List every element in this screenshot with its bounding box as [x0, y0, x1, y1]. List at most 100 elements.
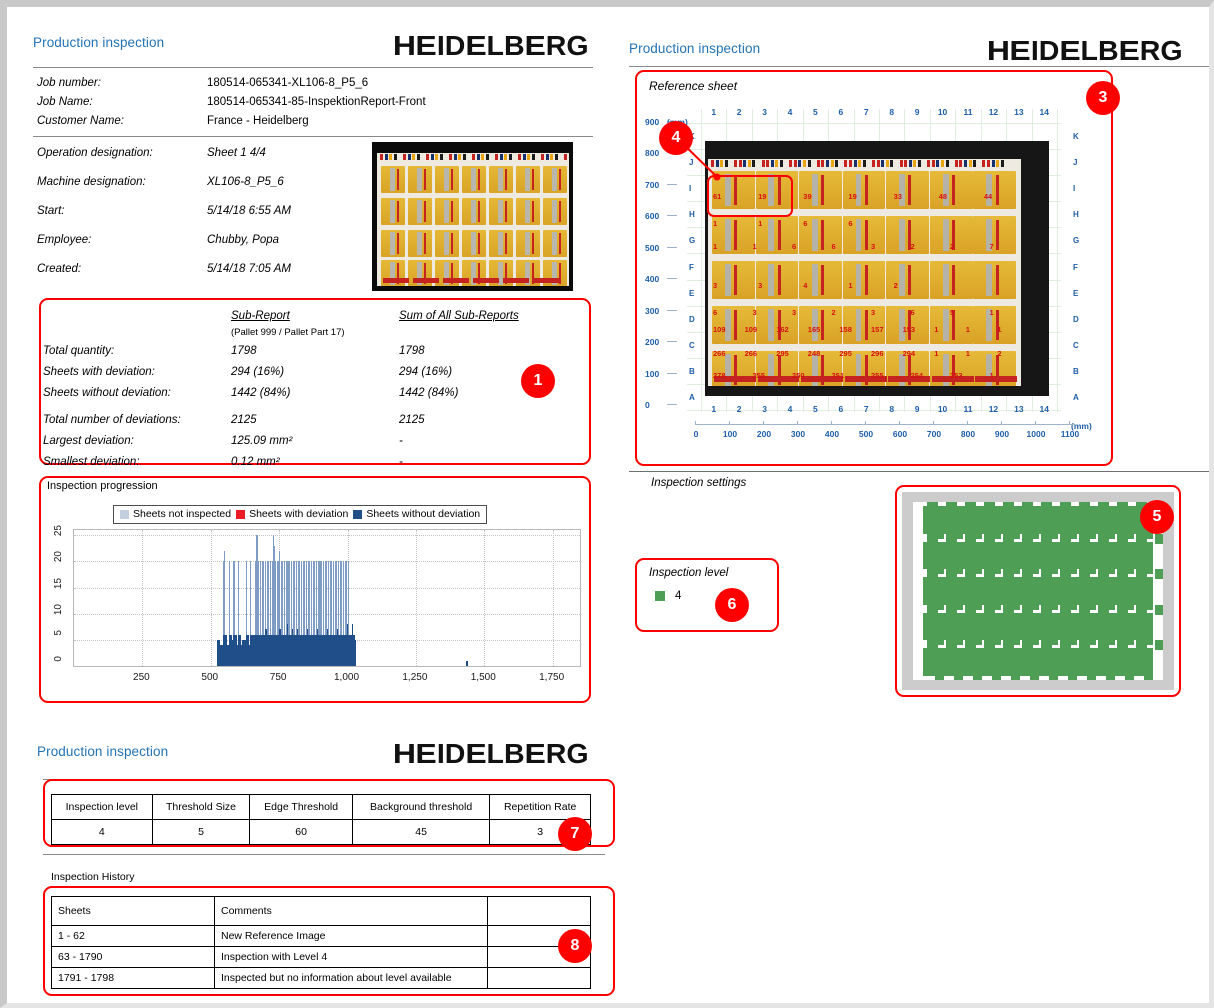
chart-bar-base [220, 645, 224, 666]
layout-tooth [1003, 640, 1014, 651]
reference-row-label-left: A [689, 392, 695, 402]
chart-y-axis: 0 5 10 15 20 25 [47, 525, 71, 667]
layout-tooth [1079, 502, 1090, 508]
deviation-count: 248 [807, 348, 821, 358]
detail-callout-rect [707, 175, 793, 217]
layout-tooth [1136, 502, 1147, 508]
layout-tooth [1011, 672, 1020, 680]
reference-row-label-left: F [689, 262, 694, 272]
reference-row-label-right: A [1073, 392, 1079, 402]
layout-tooth [935, 600, 944, 610]
inspection-settings-table: Inspection level Threshold Size Edge Thres… [51, 794, 591, 845]
reference-y-tick: 900 [645, 117, 660, 127]
info-value: 180514-065341-XL106-8_P5_6 [207, 77, 369, 89]
reference-x-tick-mark [1069, 421, 1070, 425]
chart-bar [278, 550, 281, 666]
deviation-count: 44 [983, 192, 993, 201]
deviation-count: 251 [831, 370, 845, 380]
layout-tooth [1144, 565, 1153, 575]
reference-x-tick: 100 [722, 429, 738, 439]
reference-y-tick-mark [667, 309, 677, 311]
reference-y-tick-mark [667, 404, 677, 405]
table-header-cell: Inspection level [51, 794, 153, 820]
info-value: Chubby, Popa [207, 234, 280, 246]
layout-tooth [984, 640, 995, 651]
reference-row-label-right: H [1073, 210, 1079, 220]
layout-tooth [1125, 600, 1134, 610]
layout-tooth [1098, 569, 1109, 580]
chart-gridline-v [210, 530, 212, 666]
chart-bar [337, 561, 340, 666]
annotation-badge-7: 7 [558, 817, 592, 851]
layout-tooth [1098, 604, 1109, 615]
legend-swatch-icon [236, 509, 246, 519]
layout-tooth [927, 604, 938, 615]
layout-tooth [954, 636, 963, 646]
reference-x-tick-mark [865, 421, 866, 425]
annotation-badge-4: 4 [659, 121, 693, 155]
inspection-history-title: Inspection History [51, 871, 135, 883]
layout-tooth [1022, 533, 1033, 544]
reference-row-label-left: I [689, 184, 692, 194]
reference-gridline-v [1057, 109, 1058, 412]
chart-bar [256, 535, 259, 666]
reference-col-label-bottom: 1 [711, 404, 717, 414]
divider-top-right [629, 66, 1209, 67]
reference-y-tick-mark [667, 246, 677, 248]
layout-tooth [1155, 640, 1163, 651]
subreport-row-label: Total quantity: [43, 345, 115, 357]
layout-tooth [946, 569, 957, 580]
chart-y-tick-label: 10 [53, 603, 64, 615]
reference-row-label-right: K [1073, 132, 1079, 142]
chart-gridline-v [484, 530, 486, 666]
layout-tooth [1030, 529, 1039, 539]
reference-col-label-top: 8 [889, 107, 895, 117]
layout-tooth [946, 604, 957, 615]
info-value: XL106-8_P5_6 [207, 176, 284, 188]
layout-tooth [1087, 565, 1096, 575]
info-label: Operation designation: [37, 147, 153, 159]
table-cell [487, 967, 591, 989]
layout-tooth [965, 533, 976, 544]
deviation-count: 250 [792, 370, 805, 380]
subreport-row: Sheets with deviation: 294 (16%) 294 (16%) [43, 366, 583, 387]
layout-band [923, 612, 1153, 641]
reference-sheet-title: Reference sheet [649, 79, 738, 93]
layout-tooth [1125, 529, 1134, 539]
chart-bar [285, 561, 288, 666]
reference-col-label-bottom: 12 [988, 404, 999, 414]
layout-tooth [1003, 533, 1014, 544]
deviation-count: 3 [752, 308, 757, 318]
reference-col-label-bottom: 2 [736, 404, 742, 414]
reference-col-label-bottom: 9 [914, 404, 920, 414]
layout-tooth [1041, 569, 1052, 580]
layout-tooth [1003, 604, 1014, 615]
reference-col-label-top: 7 [863, 107, 869, 117]
deviation-count: 2 [997, 348, 1002, 358]
layout-tooth [992, 672, 1001, 680]
deviation-count: 6 [792, 241, 797, 251]
reference-x-tick-mark [1001, 421, 1002, 425]
subreport-row-label: Sheets with deviation: [43, 366, 155, 378]
layout-tooth [1060, 502, 1071, 508]
table-header-cell: Comments [214, 896, 488, 926]
deviation-count: 157 [871, 324, 884, 334]
reference-unit-label-bottom: (mm) [1071, 421, 1092, 431]
reference-row-label-right: E [1073, 288, 1079, 298]
layout-tooth [984, 502, 995, 508]
reference-col-label-top: 11 [963, 107, 973, 117]
reference-y-tick-mark [667, 183, 677, 185]
deviation-count: 2 [831, 308, 836, 318]
layout-tooth [1049, 565, 1058, 575]
table-cell: 63 - 1790 [51, 946, 215, 968]
layout-tooth [954, 672, 963, 680]
deviation-count: 48 [938, 192, 948, 201]
annotation-badge-1: 1 [521, 364, 555, 398]
chart-bar [281, 561, 283, 666]
deviation-count: 1 [758, 218, 763, 228]
layout-tooth [1011, 529, 1020, 539]
subreport-row-value-1: 0.12 mm² [231, 456, 280, 468]
chart-gridline-h [74, 613, 580, 615]
